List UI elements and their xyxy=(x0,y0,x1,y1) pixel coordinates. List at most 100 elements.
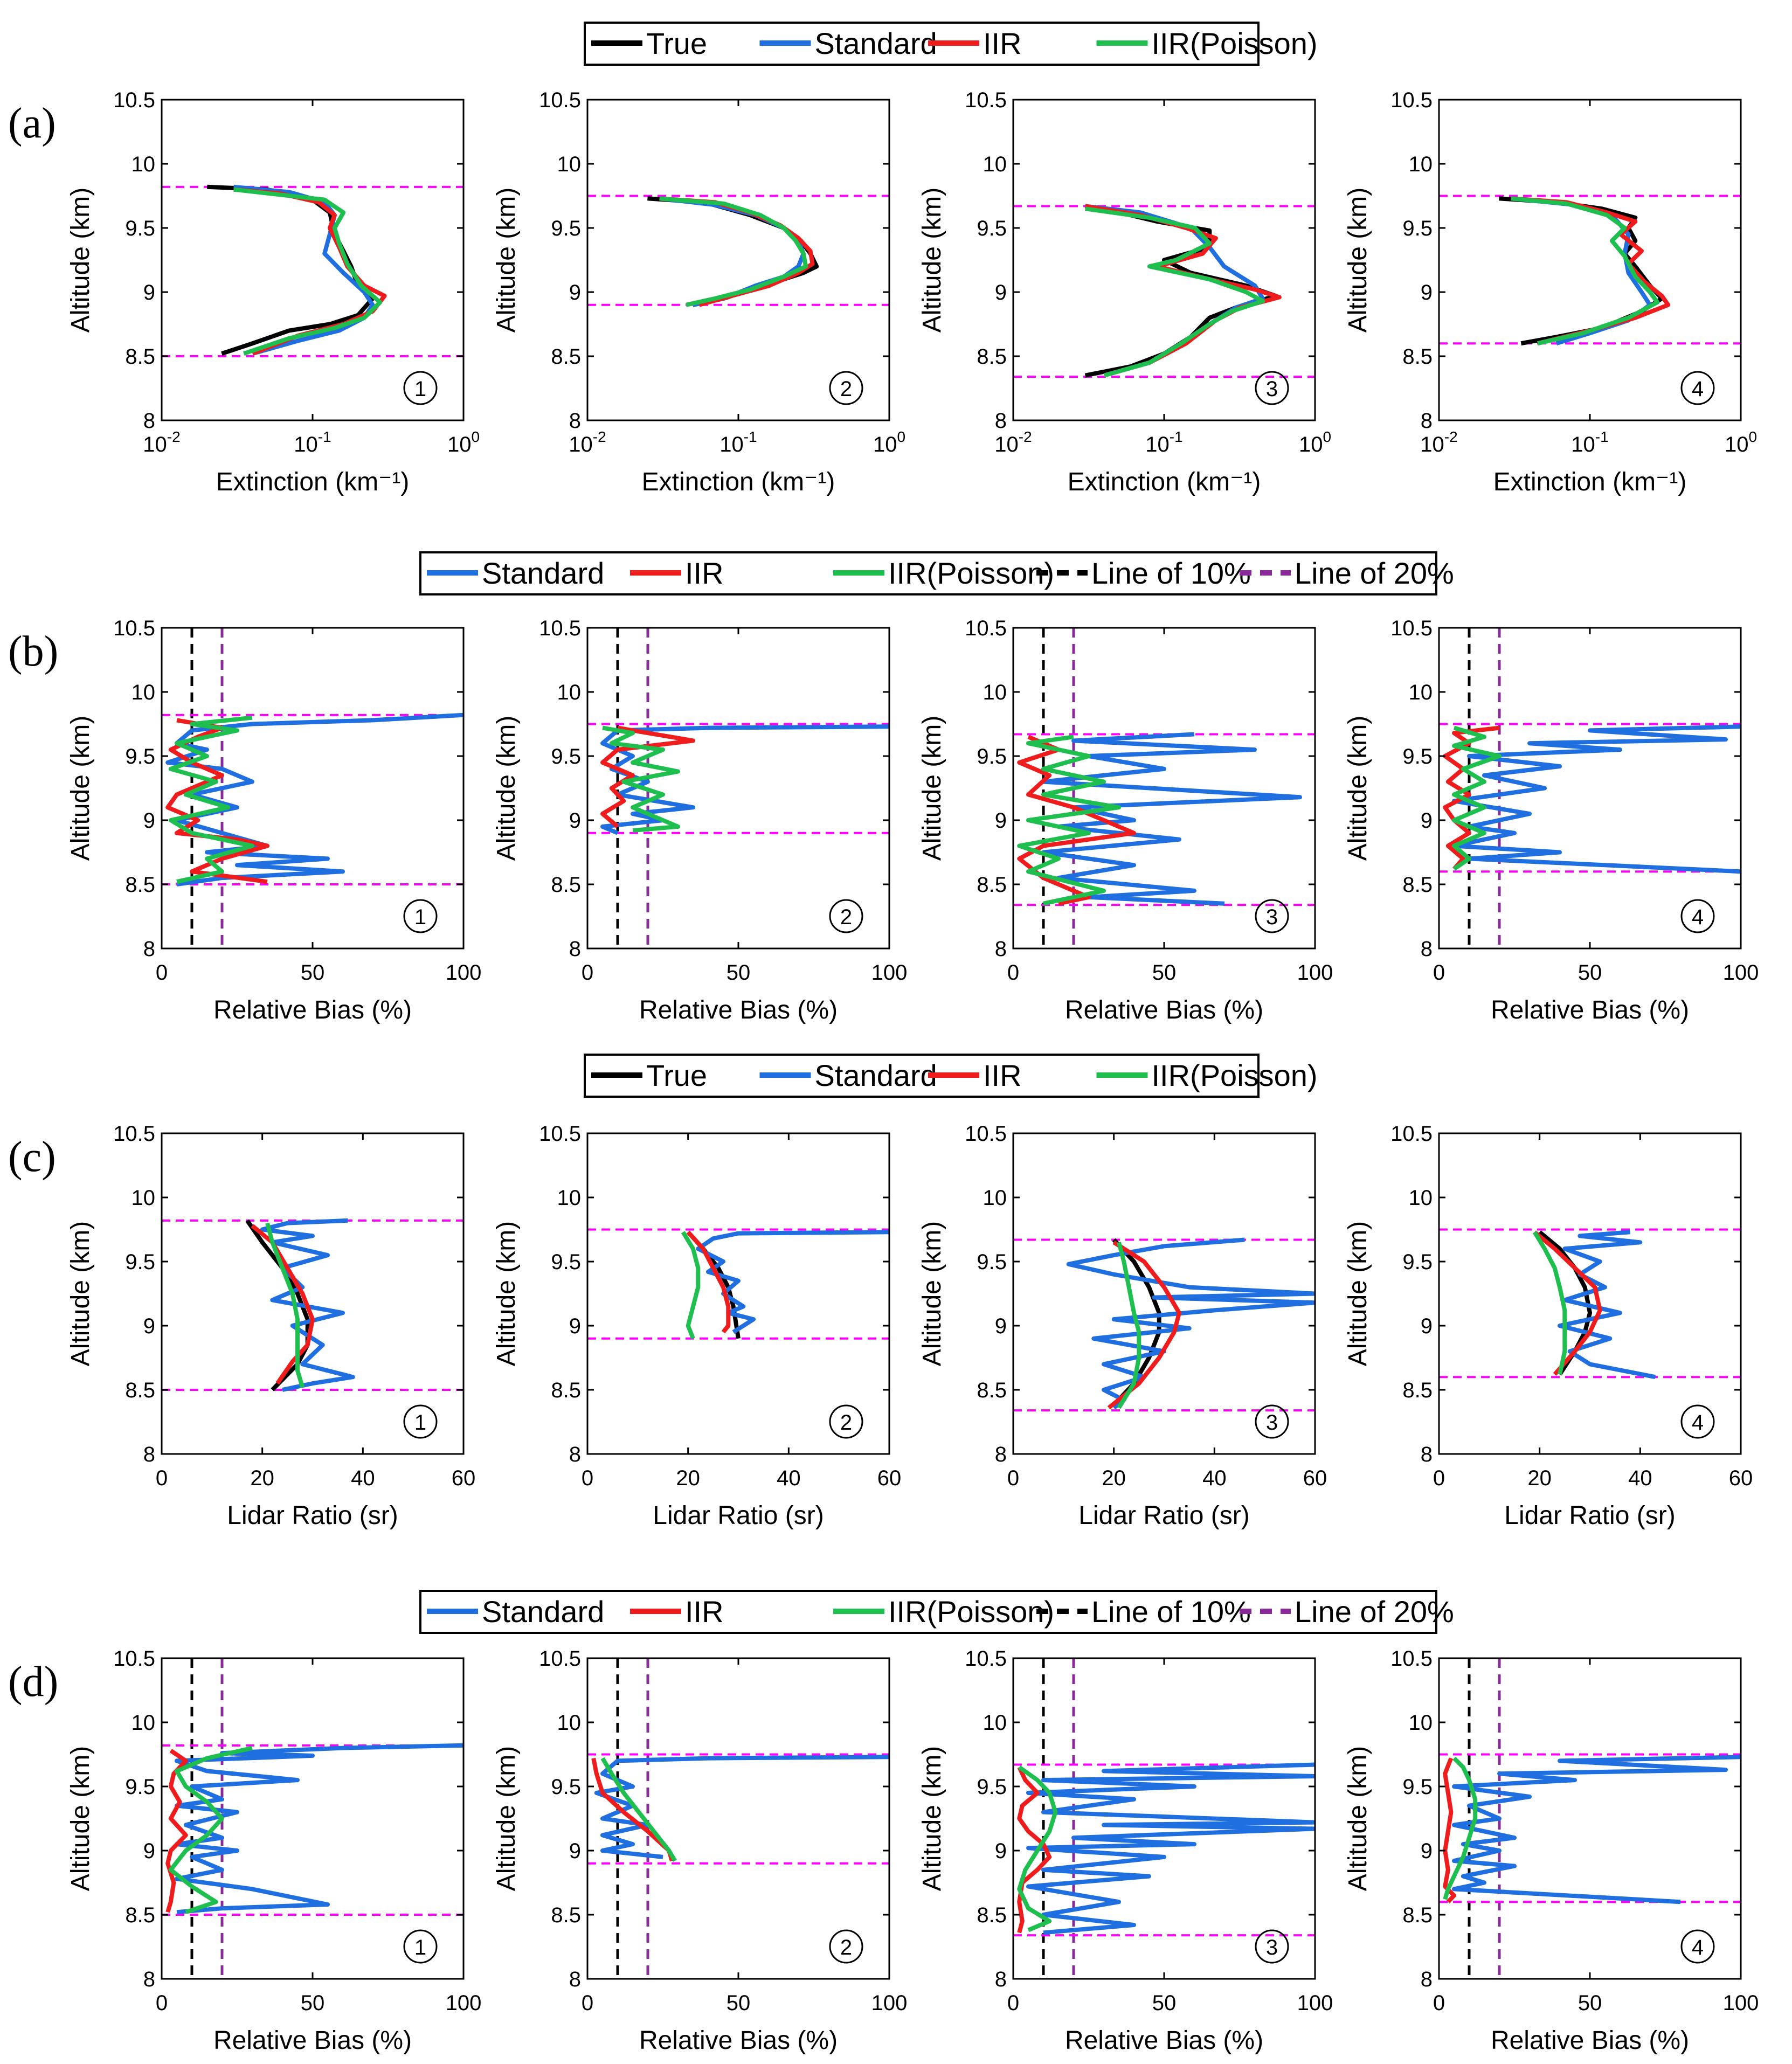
x-tick-label-base: 10 xyxy=(1571,433,1595,456)
y-tick-label: 9 xyxy=(143,1314,155,1338)
y-tick-label: 10 xyxy=(132,681,156,704)
x-tick-label-base: 10 xyxy=(143,433,167,456)
y-tick-label: 10 xyxy=(983,153,1007,176)
x-tick-label: 60 xyxy=(877,1466,902,1490)
x-tick-label: 40 xyxy=(777,1466,801,1490)
y-tick-label: 8.5 xyxy=(125,345,155,369)
x-tick-label: 0 xyxy=(582,961,593,985)
y-tick-label: 9 xyxy=(995,1314,1007,1338)
legend-label: Line of 20% xyxy=(1295,556,1454,590)
series-line-iir xyxy=(1084,204,1282,378)
y-tick-label: 8 xyxy=(995,1968,1007,1991)
legend-label: True xyxy=(646,1058,707,1092)
y-tick-label: 9 xyxy=(995,1839,1007,1863)
panel-number: 3 xyxy=(1266,377,1278,401)
x-tick-label-base: 10 xyxy=(1725,433,1749,456)
x-tick-label: 40 xyxy=(1628,1466,1652,1490)
y-tick-label: 10 xyxy=(1409,1711,1433,1735)
x-tick-label-exponent: -2 xyxy=(167,428,181,445)
legend-label: Standard xyxy=(815,1058,937,1092)
y-tick-label: 8 xyxy=(569,1968,581,1991)
y-tick-label: 9.5 xyxy=(1402,1775,1433,1799)
x-tick-label-base: 0 xyxy=(582,1466,593,1490)
x-tick-label: 100 xyxy=(446,1991,482,2015)
x-tick-label-base: 0 xyxy=(1433,1991,1445,2015)
x-tick-label: 50 xyxy=(1578,1991,1602,2015)
y-tick-label: 9 xyxy=(143,809,155,833)
x-tick-label-base: 100 xyxy=(1723,961,1759,985)
y-tick-label: 8.5 xyxy=(977,345,1007,369)
x-tick-label-exponent: -1 xyxy=(1595,428,1609,445)
y-axis-label: Altitude (km) xyxy=(1344,188,1372,333)
series-line-iir-poisson xyxy=(1443,1756,1478,1900)
y-tick-label: 8 xyxy=(143,1968,155,1991)
panel-number-circle xyxy=(403,371,438,405)
x-tick-label: 100 xyxy=(873,428,905,456)
series-line-standard xyxy=(1066,1237,1315,1410)
x-tick-label-base: 100 xyxy=(446,961,482,985)
y-tick-label: 10 xyxy=(132,1186,156,1210)
series-line-standard xyxy=(1452,724,1741,874)
x-tick-label: 20 xyxy=(1527,1466,1552,1490)
x-tick-label: 0 xyxy=(582,1991,593,2015)
y-axis-label: Altitude (km) xyxy=(918,716,946,861)
panel-number-circle xyxy=(1680,1929,1715,1964)
x-tick-label-base: 50 xyxy=(727,1991,751,2015)
legend-row-3: Standard IIR IIR(Poisson) Line of 10% Line o… xyxy=(419,1590,1454,1634)
y-axis-label: Altitude (km) xyxy=(918,188,946,333)
legend-label: IIR(Poisson) xyxy=(888,556,1054,590)
x-tick-label-base: 50 xyxy=(1152,961,1177,985)
panel-number-circle xyxy=(403,1929,438,1964)
x-axis-label: Extinction (km⁻¹) xyxy=(642,468,835,496)
x-tick-label-base: 0 xyxy=(582,1991,593,2015)
y-tick-label: 10 xyxy=(557,681,582,704)
x-tick-label-base: 0 xyxy=(1433,961,1445,985)
legend-label: Standard xyxy=(482,1595,604,1629)
panel-number: 4 xyxy=(1692,1936,1704,1959)
y-tick-label: 9.5 xyxy=(125,217,155,240)
x-tick-label-exponent: -2 xyxy=(1019,428,1032,445)
panel-number-circle xyxy=(829,1929,863,1964)
legend-row-1: Standard IIR IIR(Poisson) Line of 10% Line o… xyxy=(419,551,1454,595)
y-tick-label: 10.5 xyxy=(113,617,155,640)
panel-number: 2 xyxy=(840,1936,852,1959)
y-tick-label: 10 xyxy=(1409,681,1433,704)
y-tick-label: 10.5 xyxy=(113,1122,155,1146)
series-line-iir xyxy=(1107,1240,1181,1410)
y-tick-label: 9.5 xyxy=(977,1250,1007,1274)
x-tick-label-exponent: -2 xyxy=(593,428,606,445)
x-tick-label-base: 60 xyxy=(1303,1466,1327,1490)
x-tick-label-base: 100 xyxy=(1297,961,1333,985)
x-tick-label: 100 xyxy=(1723,961,1759,985)
x-tick-label-base: 60 xyxy=(452,1466,476,1490)
x-tick-label-base: 50 xyxy=(301,961,325,985)
panel-number: 1 xyxy=(414,1936,426,1959)
series-line-iir-poisson xyxy=(681,1231,701,1340)
series-line-standard xyxy=(659,196,806,307)
panel-letter: (b) xyxy=(8,628,58,675)
y-tick-label: 8.5 xyxy=(1402,1903,1433,1927)
x-axis-label: Relative Bias (%) xyxy=(1065,2026,1263,2055)
y-tick-label: 9.5 xyxy=(551,1250,581,1274)
panel-r3-c1: 8 8.5 9 9.5 10 10.5 0 50 100 Relative Bias (%) Alt… xyxy=(492,1647,907,2055)
y-tick-label: 10.5 xyxy=(965,88,1007,112)
x-axis-label: Relative Bias (%) xyxy=(639,2026,838,2055)
legend-label: IIR(Poisson) xyxy=(1152,26,1318,60)
x-tick-label-base: 20 xyxy=(1527,1466,1552,1490)
x-tick-label: 50 xyxy=(301,1991,325,2015)
y-axis-label: Altitude (km) xyxy=(1344,1221,1372,1366)
series-line-standard xyxy=(1041,732,1302,906)
y-tick-label: 9 xyxy=(1421,281,1433,304)
x-tick-label: 100 xyxy=(1723,1991,1759,2015)
x-tick-label: 10-2 xyxy=(143,428,180,456)
panel-number: 4 xyxy=(1692,377,1704,401)
y-tick-label: 9 xyxy=(143,281,155,304)
x-tick-label-base: 0 xyxy=(582,961,593,985)
y-tick-label: 8 xyxy=(569,409,581,433)
x-tick-label-base: 50 xyxy=(301,1991,325,2015)
y-axis-label: Altitude (km) xyxy=(492,188,521,333)
legend-label: True xyxy=(646,26,707,60)
y-tick-label: 8 xyxy=(995,937,1007,961)
